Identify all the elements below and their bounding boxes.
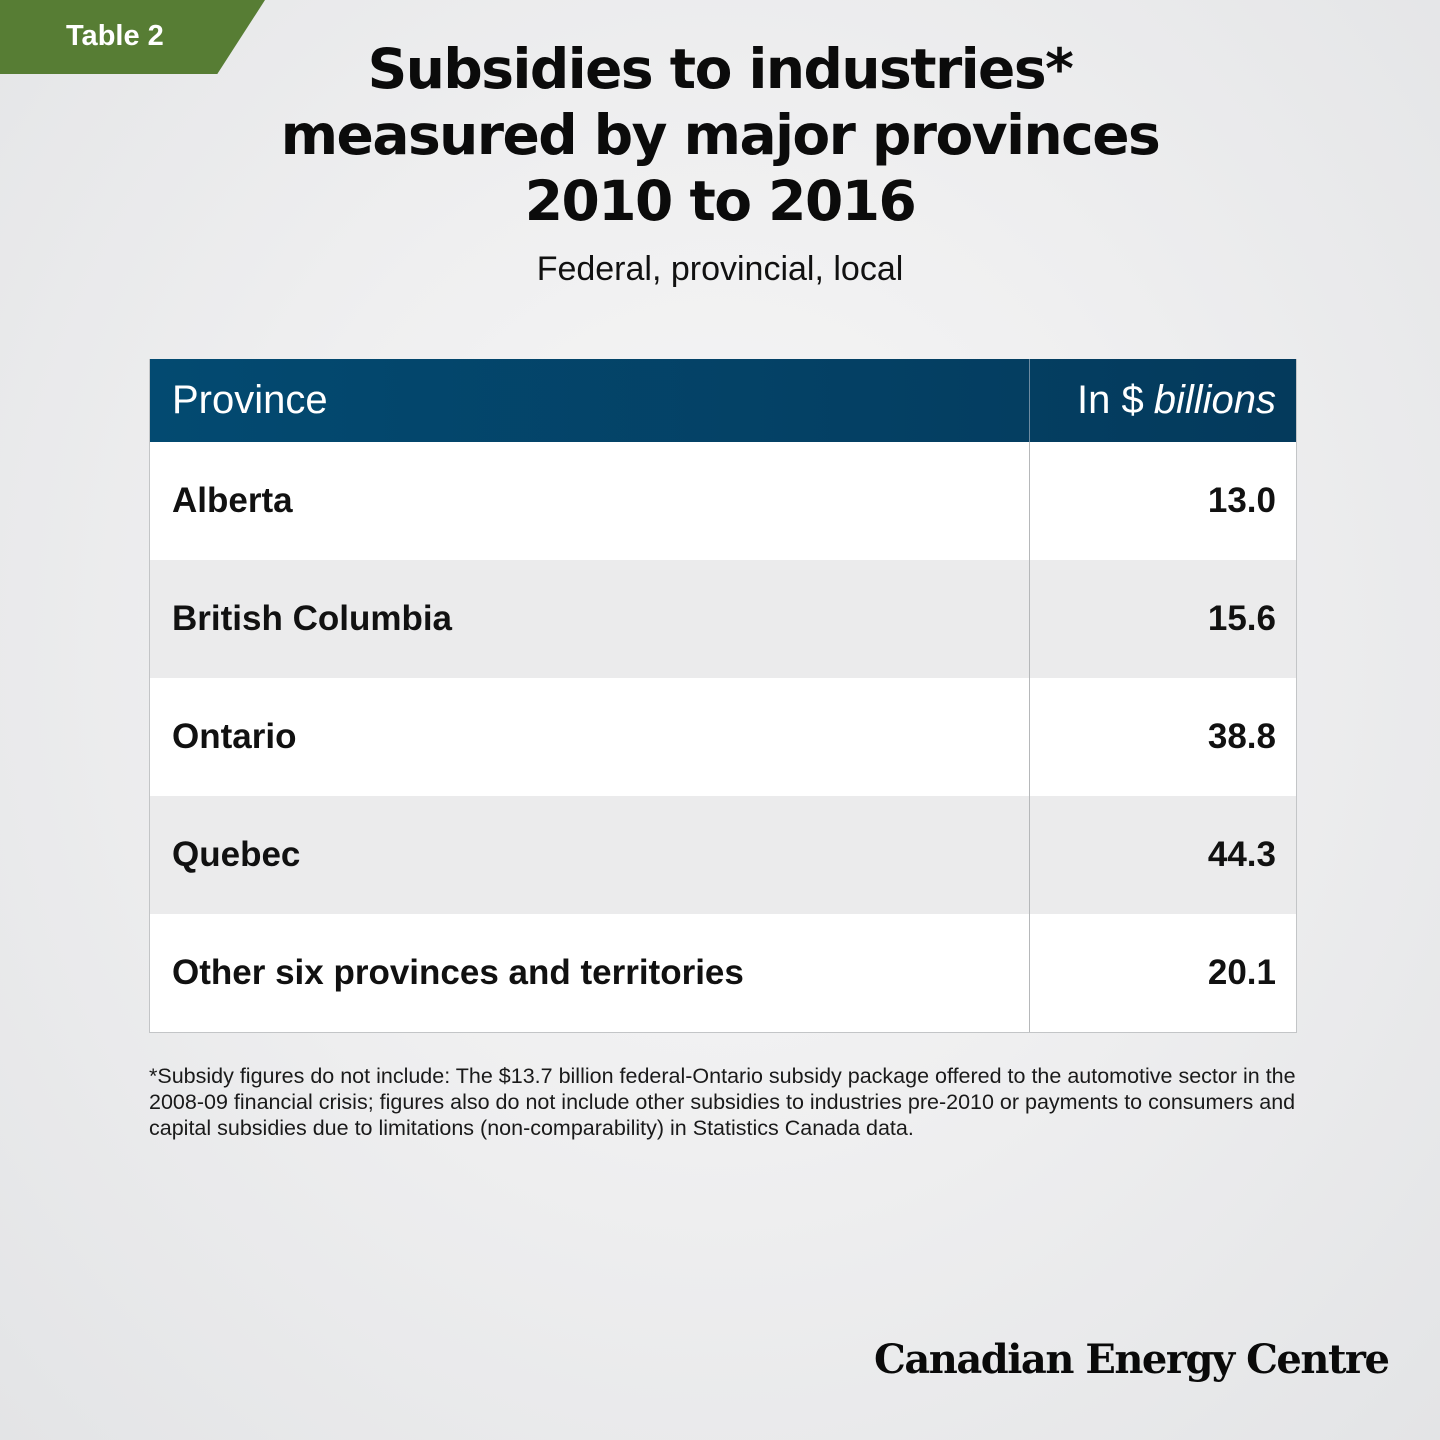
table-number-label: Table 2 [66,20,164,52]
province-cell: Quebec [150,796,1030,914]
header-value-prefix: In $ [1076,378,1144,422]
header-value: In $ billions [1030,359,1296,442]
table-number-tag: Table 2 [0,0,265,74]
subsidies-table: Province In $ billions Alberta 13.0 Brit… [149,359,1297,1033]
title-line-3: 2010 to 2016 [524,169,917,233]
header-province: Province [150,359,1030,442]
table-row: Quebec 44.3 [150,796,1296,914]
brand-logo: Canadian Energy Centre [874,1336,1390,1383]
title-line-2: measured by major provinces [280,103,1161,167]
value-cell: 44.3 [1207,835,1276,874]
footnote: *Subsidy figures do not include: The $13… [149,1064,1296,1140]
header-value-unit: billions [1153,378,1276,422]
value-cell: 38.8 [1207,717,1276,756]
province-cell: Ontario [150,678,1030,796]
title-line-1: Subsidies to industries* [367,37,1074,101]
province-cell: Alberta [150,442,1030,560]
value-cell: 13.0 [1207,481,1276,520]
province-cell: Other six provinces and territories [150,914,1030,1032]
province-cell: British Columbia [150,560,1030,678]
page-title: Subsidies to industries* measured by maj… [0,36,1440,234]
table-row: Other six provinces and territories 20.1 [150,914,1296,1032]
table-row: Alberta 13.0 [150,442,1296,560]
value-cell: 20.1 [1207,953,1276,992]
subtitle: Federal, provincial, local [536,250,904,288]
table-row: Ontario 38.8 [150,678,1296,796]
table-header-row: Province In $ billions [150,359,1296,442]
table-row: British Columbia 15.6 [150,560,1296,678]
value-cell: 15.6 [1207,599,1276,638]
